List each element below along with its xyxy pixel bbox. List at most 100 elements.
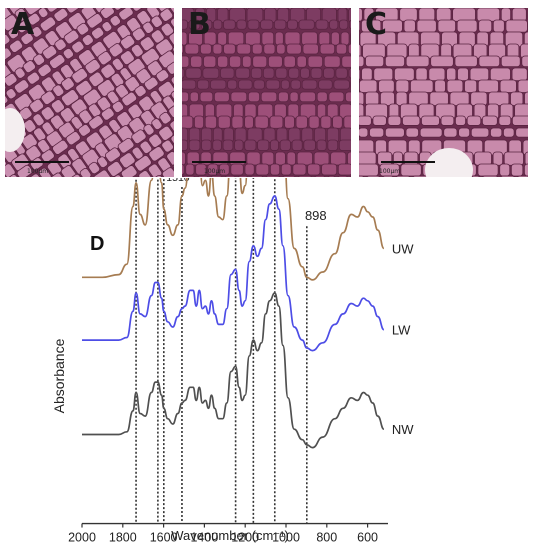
micrograph-texture [359,8,528,177]
cell [359,103,365,120]
cell [5,14,19,32]
x-tick-label: 1200 [231,531,259,545]
series-line-uw [82,178,385,281]
cell [265,79,281,90]
cell [435,8,452,22]
cell [403,151,419,166]
cell [315,19,329,30]
cell [138,95,155,112]
cell [24,8,42,16]
cell [33,53,46,66]
cell [499,163,511,177]
cell [219,163,230,176]
cell [332,115,343,129]
cell [197,79,210,90]
cell [182,103,189,119]
cell [440,115,455,126]
cell [405,55,430,68]
cell [273,19,287,30]
cell [466,115,482,126]
cell [37,8,49,19]
cell [260,91,278,103]
cell [203,55,217,68]
cell [310,67,323,79]
cell [434,79,446,93]
cell [307,163,321,176]
cell [470,127,490,138]
cell [330,31,340,46]
cell [76,22,90,36]
cell [523,31,528,48]
cell [343,115,351,129]
cell [359,175,365,177]
cell [313,151,330,166]
cell [500,55,521,68]
cell [503,127,515,138]
cell [359,8,363,22]
cell [492,151,504,166]
micrograph-texture [5,8,174,177]
cell [29,98,45,114]
cell [182,44,184,54]
cell [251,43,263,55]
x-tick-label: 1600 [150,531,178,545]
cell [150,15,163,28]
cell [86,13,103,29]
cell [384,127,405,138]
cell [339,19,349,30]
cell [93,169,111,177]
cell [280,79,290,90]
cell [27,12,41,26]
cell [307,55,323,68]
cell [131,27,146,42]
cell [457,67,469,82]
cell [111,8,126,11]
cell [234,139,244,151]
cell [377,151,393,166]
cell [38,167,52,177]
cell [244,115,254,129]
cell [222,139,234,151]
cell [347,43,351,55]
cell [161,139,174,153]
cell [499,79,517,93]
cell [212,43,223,55]
cell [380,91,395,106]
series-line-lw [81,195,385,352]
cell [276,43,286,55]
cell [106,161,124,177]
cell [53,8,69,22]
cell [297,175,313,177]
cell [13,79,30,94]
cell [182,151,186,166]
cell [274,31,284,46]
cell [366,175,381,177]
cell [170,132,174,147]
cell [449,91,470,106]
cell [478,55,501,68]
cell [108,43,124,58]
cell [117,137,135,154]
cell [159,111,172,125]
cell [116,111,133,128]
cell [199,91,214,103]
cell [5,88,17,100]
cell [134,155,152,172]
cell [22,60,36,74]
cell [428,67,446,82]
cell [430,55,454,68]
cell [120,34,136,50]
cell [200,151,212,166]
cell [318,31,331,46]
cell [25,173,44,177]
cell [14,67,26,79]
cell [130,44,144,58]
x-tick-label: 1000 [272,531,300,545]
y-axis-label: Absorbance [51,338,67,413]
cell [61,77,75,91]
cell [45,8,62,13]
cell [14,8,28,22]
cell [202,67,220,79]
cell [39,16,57,32]
cell [168,29,174,47]
